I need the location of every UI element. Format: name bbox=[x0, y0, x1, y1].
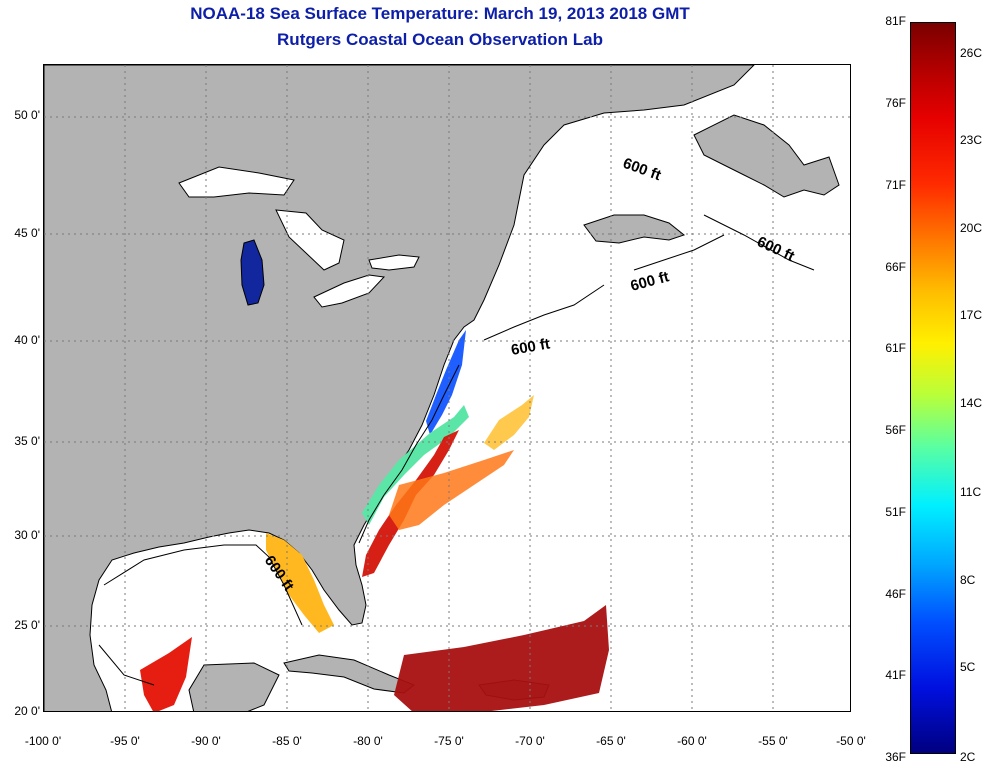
lat-tick-label: 40 0' bbox=[14, 333, 40, 347]
lake-superior bbox=[178, 166, 295, 198]
lon-tick-label: -95 0' bbox=[110, 734, 140, 748]
temperature-colorbar bbox=[910, 22, 956, 754]
land-cuba bbox=[283, 654, 415, 694]
lake-michigan bbox=[240, 239, 265, 306]
lon-tick-label: -50 0' bbox=[836, 734, 866, 748]
colorbar-f-label: 56F bbox=[885, 423, 906, 437]
colorbar-f-label: 76F bbox=[885, 96, 906, 110]
map-canvas: 600 ft 600 ft 600 ft 600 ft 600 ft bbox=[44, 65, 850, 711]
map-title: NOAA-18 Sea Surface Temperature: March 1… bbox=[190, 4, 690, 23]
colorbar-c-label: 23C bbox=[960, 133, 983, 147]
lon-tick-label: -70 0' bbox=[515, 734, 545, 748]
lat-tick-label: 45 0' bbox=[14, 226, 40, 240]
lake-huron bbox=[275, 209, 345, 271]
sst-bay-of-campeche bbox=[140, 637, 192, 711]
sst-caribbean bbox=[394, 605, 609, 711]
colorbar-c-label: 26C bbox=[960, 46, 983, 60]
lon-tick-label: -75 0' bbox=[434, 734, 464, 748]
lon-tick-label: -100 0' bbox=[24, 734, 62, 748]
colorbar-c-label: 14C bbox=[960, 396, 983, 410]
lake-erie bbox=[313, 274, 386, 308]
colorbar-f-label: 46F bbox=[885, 587, 906, 601]
colorbar-f-label: 61F bbox=[885, 341, 906, 355]
depth-label: 600 ft bbox=[621, 155, 664, 184]
sst-shelf-green bbox=[362, 405, 469, 525]
sst-chesapeake-cold bbox=[426, 330, 466, 435]
lat-tick-label: 25 0' bbox=[14, 618, 40, 632]
sst-florida-gulf bbox=[266, 533, 334, 633]
lon-tick-label: -60 0' bbox=[677, 734, 707, 748]
lat-tick-label: 35 0' bbox=[14, 434, 40, 448]
land-nova-scotia bbox=[583, 214, 686, 244]
colorbar-c-label: 20C bbox=[960, 221, 983, 235]
land-newfoundland bbox=[693, 114, 840, 198]
colorbar-f-label: 66F bbox=[885, 260, 906, 274]
colorbar-f-label: 71F bbox=[885, 178, 906, 192]
depth-label: 600 ft bbox=[754, 233, 797, 265]
depth-label: 600 ft bbox=[629, 268, 671, 295]
graticule bbox=[44, 65, 850, 711]
colorbar-c-label: 2C bbox=[960, 750, 976, 764]
sst-map[interactable]: 600 ft 600 ft 600 ft 600 ft 600 ft bbox=[43, 64, 851, 712]
isobath-600ft-gulf bbox=[98, 544, 303, 686]
lake-ontario bbox=[368, 254, 420, 271]
colorbar-c-label: 5C bbox=[960, 660, 976, 674]
lon-tick-label: -85 0' bbox=[272, 734, 302, 748]
colorbar-f-label: 51F bbox=[885, 505, 906, 519]
lat-tick-label: 50 0' bbox=[14, 108, 40, 122]
land-north-america bbox=[44, 65, 755, 711]
lat-tick-label: 30 0' bbox=[14, 528, 40, 542]
colorbar-c-label: 8C bbox=[960, 573, 976, 587]
sst-offshore-yellow bbox=[484, 395, 534, 450]
colorbar-f-label: 36F bbox=[885, 750, 906, 764]
map-subtitle: Rutgers Coastal Ocean Observation Lab bbox=[277, 30, 603, 49]
land-yucatan bbox=[188, 662, 280, 711]
lon-tick-label: -55 0' bbox=[758, 734, 788, 748]
colorbar-c-label: 11C bbox=[960, 485, 982, 499]
lon-tick-label: -80 0' bbox=[353, 734, 383, 748]
colorbar-f-label: 41F bbox=[885, 668, 906, 682]
isobath-600ft-atlantic bbox=[358, 214, 815, 544]
colorbar-c-label: 17C bbox=[960, 308, 983, 322]
lat-tick-label: 20 0' bbox=[14, 704, 40, 718]
lon-tick-label: -65 0' bbox=[596, 734, 626, 748]
lon-tick-label: -90 0' bbox=[191, 734, 221, 748]
colorbar-f-label: 81F bbox=[885, 14, 906, 28]
sst-offshore-orange bbox=[389, 450, 514, 530]
depth-label: 600 ft bbox=[510, 335, 552, 359]
